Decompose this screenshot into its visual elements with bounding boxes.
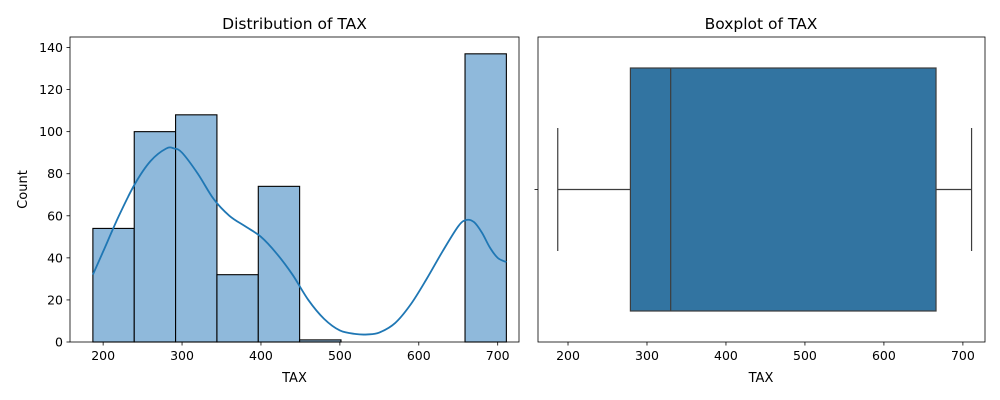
- histogram-panel: Distribution of TAX 200 300 400 500 600 700 0…: [16, 15, 520, 386]
- boxplot-x-axis-label: TAX: [748, 371, 774, 386]
- histogram-y-tick-label: 100: [39, 124, 63, 139]
- histogram-x-tick-label: 400: [249, 348, 273, 363]
- histogram-x-tick-label: 500: [328, 348, 352, 363]
- histogram-x-ticks: 200 300 400 500 600 700: [91, 342, 510, 363]
- histogram-bar: [464, 53, 507, 343]
- boxplot-x-tick-label: 200: [556, 348, 580, 363]
- histogram-y-tick-label: 60: [47, 208, 63, 223]
- histogram-x-tick-label: 700: [486, 348, 510, 363]
- boxplot-x-ticks: 200 300 400 500 600 700: [556, 342, 975, 363]
- boxplot-panel: Boxplot of TAX 200 300 400 500 600 700 TAX: [534, 15, 986, 386]
- histogram-y-tick-label: 120: [39, 82, 63, 97]
- boxplot-x-tick-label: 600: [872, 348, 896, 363]
- histogram-title: Distribution of TAX: [222, 15, 367, 33]
- boxplot-x-tick-label: 700: [951, 348, 975, 363]
- histogram-x-axis-label: TAX: [281, 371, 307, 386]
- histogram-x-tick-label: 300: [170, 348, 194, 363]
- histogram-y-tick-label: 80: [47, 166, 63, 181]
- boxplot-x-tick-label: 500: [793, 348, 817, 363]
- histogram-bar: [216, 274, 259, 343]
- histogram-bar: [175, 114, 218, 343]
- histogram-y-tick-label: 20: [47, 292, 63, 307]
- boxplot-title: Boxplot of TAX: [705, 15, 818, 33]
- boxplot-x-tick-label: 400: [714, 348, 738, 363]
- boxplot-shapes: [557, 67, 973, 312]
- histogram-bar: [257, 185, 301, 343]
- histogram-bar: [92, 227, 135, 343]
- boxplot-x-tick-label: 300: [635, 348, 659, 363]
- histogram-x-tick-label: 200: [91, 348, 115, 363]
- histogram-bars: [92, 53, 507, 343]
- kde-curve: [92, 146, 507, 336]
- histogram-y-tick-label: 0: [55, 335, 63, 350]
- interquartile-box: [629, 67, 937, 312]
- histogram-y-tick-label: 40: [47, 250, 63, 265]
- histogram-axes-frame: [69, 36, 520, 343]
- histogram-y-axis-label: Count: [16, 170, 31, 209]
- histogram-bar: [133, 131, 177, 343]
- histogram-y-tick-label: 140: [39, 40, 63, 55]
- histogram-y-ticks: 0 20 40 60 80 100 120 140: [39, 40, 70, 350]
- histogram-x-tick-label: 600: [407, 348, 431, 363]
